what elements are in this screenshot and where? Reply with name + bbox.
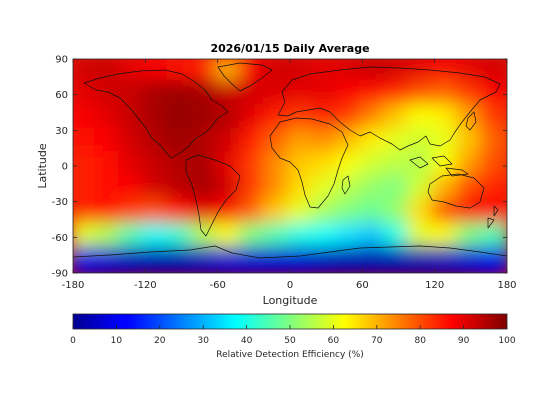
coastlines [73,62,507,259]
y-tick-label: 60 [55,90,68,101]
colorbar-label: Relative Detection Efficiency (%) [216,350,364,360]
y-axis-label: Latitude [36,143,49,189]
coastline-australia [427,173,485,209]
x-tick-label: 120 [425,280,444,291]
coastline-north-america [83,69,229,159]
colorbar-tick-label: 30 [197,336,209,346]
coastline-new-zealand [487,205,499,229]
coastline-greenland [217,62,273,92]
coastline-south-america [185,154,241,237]
colorbar-tick-label: 10 [111,336,123,346]
coastline-africa [269,117,349,209]
y-tick-label: 90 [55,55,68,66]
x-axis: -180 -120 -60 0 60 120 180 [62,59,517,291]
colorbar-tick-label: 60 [328,336,340,346]
y-tick-label: 30 [55,126,68,137]
x-tick-label: 60 [356,280,369,291]
colorbar-tick-label: 50 [284,336,296,346]
colorbar: 0 10 20 30 40 50 60 70 80 90 100 Relative Detectio… [70,313,516,360]
coastline-madagascar [341,175,351,195]
y-tick-label: -60 [52,233,68,244]
colorbar-tick-label: 90 [458,336,470,346]
y-tick-label: -90 [52,269,68,280]
y-tick-label: -30 [52,197,68,208]
colorbar-tick-label: 20 [154,336,166,346]
x-tick-label: 180 [497,280,516,291]
y-axis: 90 60 30 0 -30 -60 -90 [52,55,507,280]
coastline-indonesia [409,155,469,177]
coastline-japan [465,111,477,131]
colorbar-tick-label: 70 [371,336,383,346]
colorbar-tick-label: 100 [498,336,515,346]
coastline-antarctica [73,245,507,259]
colorbar-tick-label: 40 [241,336,253,346]
x-tick-label: -180 [62,280,85,291]
coastline-europe-asia [277,66,501,151]
x-axis-label: Longitude [263,294,318,307]
colorbar-tick-label: 80 [414,336,426,346]
x-tick-label: 0 [287,280,293,291]
y-tick-label: 0 [62,162,68,173]
heatmap-cell [479,246,507,273]
heatmap [73,59,507,273]
x-tick-label: -60 [209,280,225,291]
x-tick-label: -120 [134,280,157,291]
chart-title: 2026/01/15 Daily Average [210,42,369,55]
colorbar-tick-label: 0 [70,336,76,346]
